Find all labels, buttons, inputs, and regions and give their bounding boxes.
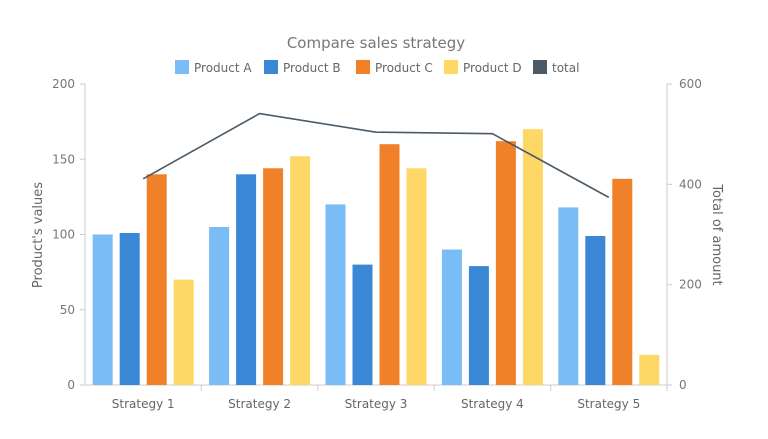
legend-swatch[interactable] — [175, 60, 189, 74]
x-tick-label: Strategy 3 — [345, 397, 408, 411]
y2-tick-label: 400 — [679, 177, 702, 191]
bar-product-c[interactable] — [612, 178, 633, 385]
legend-swatch[interactable] — [356, 60, 370, 74]
bar-product-a[interactable] — [558, 207, 579, 385]
bar-product-d[interactable] — [173, 279, 194, 385]
x-tick-label: Strategy 2 — [228, 397, 291, 411]
bar-product-d[interactable] — [522, 129, 543, 385]
bar-product-b[interactable] — [468, 266, 489, 385]
y2-axis-title: Total of amount — [709, 183, 724, 285]
y2-tick-label: 600 — [679, 77, 702, 91]
legend-label[interactable]: total — [552, 61, 579, 75]
bar-product-b[interactable] — [352, 264, 373, 385]
legend-swatch[interactable] — [264, 60, 278, 74]
line-total — [142, 112, 610, 199]
bar-product-b[interactable] — [119, 232, 140, 385]
legend-label[interactable]: Product C — [375, 61, 433, 75]
legend-label[interactable]: Product B — [283, 61, 341, 75]
bar-product-d[interactable] — [639, 354, 660, 385]
y2-tick-label: 200 — [679, 278, 702, 292]
y-tick-label: 200 — [52, 77, 75, 91]
y-tick-label: 0 — [67, 378, 75, 392]
y2-tick-label: 0 — [679, 378, 687, 392]
x-tick-label: Strategy 1 — [112, 397, 175, 411]
bar-product-c[interactable] — [495, 141, 516, 385]
y-axis-title: Product's values — [31, 182, 46, 288]
bar-product-c[interactable] — [146, 174, 167, 385]
legend-label[interactable]: Product D — [463, 61, 522, 75]
y-tick-label: 150 — [52, 152, 75, 166]
bar-product-a[interactable] — [325, 204, 346, 385]
x-tick-label: Strategy 5 — [577, 397, 640, 411]
bar-product-a[interactable] — [209, 226, 230, 385]
bar-product-a[interactable] — [92, 234, 113, 386]
bar-product-d[interactable] — [406, 168, 427, 385]
bar-product-c[interactable] — [379, 144, 400, 385]
bar-product-b[interactable] — [236, 174, 257, 385]
bar-product-b[interactable] — [585, 236, 606, 385]
y-tick-label: 50 — [60, 303, 75, 317]
x-tick-label: Strategy 4 — [461, 397, 524, 411]
legend-swatch[interactable] — [533, 60, 547, 74]
bar-product-a[interactable] — [441, 249, 462, 385]
legend-swatch[interactable] — [444, 60, 458, 74]
y-tick-label: 100 — [52, 228, 75, 242]
bar-product-c[interactable] — [263, 168, 284, 385]
chart-title: Compare sales strategy — [287, 34, 465, 52]
bar-product-d[interactable] — [290, 156, 311, 385]
legend-label[interactable]: Product A — [194, 61, 252, 75]
